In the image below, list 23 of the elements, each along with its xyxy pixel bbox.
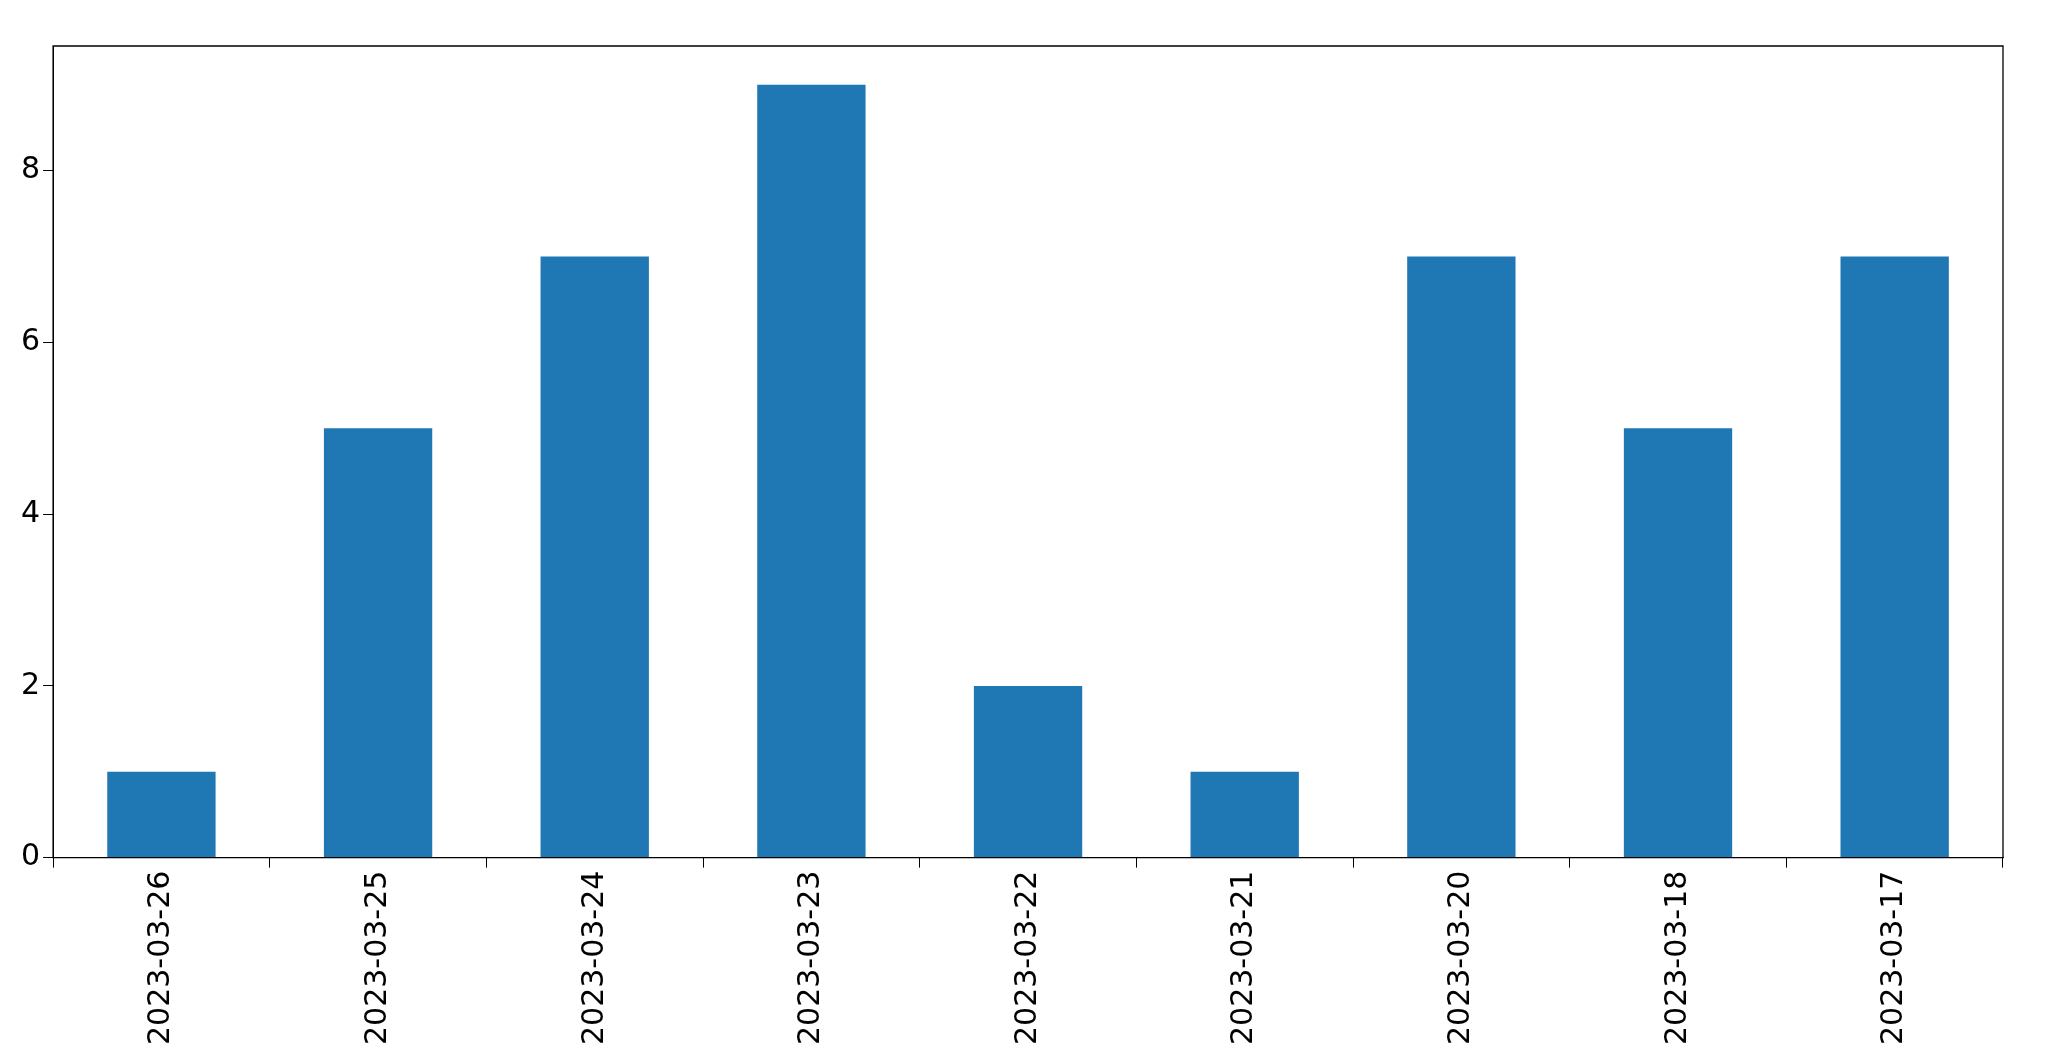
bar <box>1840 256 1949 858</box>
bar <box>107 771 216 858</box>
bar <box>1407 256 1516 858</box>
bar <box>1190 771 1299 858</box>
bar <box>973 685 1083 858</box>
x-tick-label: 2023-03-24 <box>574 870 610 1046</box>
bar <box>1623 428 1733 858</box>
x-tick-label: 2023-03-22 <box>1007 870 1043 1046</box>
x-tick-label: 2023-03-21 <box>1224 870 1260 1046</box>
y-tick-label: 2 <box>20 665 41 701</box>
bar <box>323 428 433 858</box>
bar <box>757 84 866 858</box>
x-tick-label: 2023-03-25 <box>357 870 393 1046</box>
bar <box>540 256 649 858</box>
x-tick-label: 2023-03-17 <box>1874 870 1910 1046</box>
x-tick-label: 2023-03-23 <box>791 870 827 1046</box>
x-tick-label: 2023-03-20 <box>1441 870 1477 1046</box>
y-tick-label: 4 <box>20 493 41 529</box>
x-tick-label: 2023-03-18 <box>1657 870 1693 1046</box>
y-tick-label: 6 <box>20 322 41 358</box>
y-tick-label: 0 <box>20 837 41 873</box>
y-tick-label: 8 <box>20 150 41 186</box>
x-tick-label: 2023-03-26 <box>141 870 177 1046</box>
